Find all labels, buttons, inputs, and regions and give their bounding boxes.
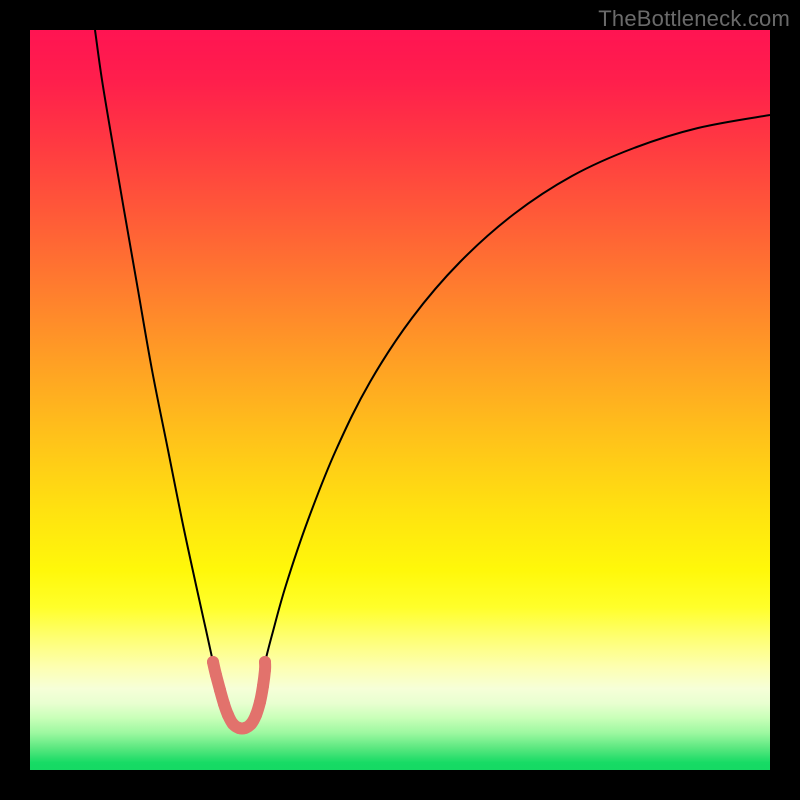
valley-dot (214, 684, 226, 696)
watermark-text: TheBottleneck.com (598, 6, 790, 32)
valley-dot (207, 656, 219, 668)
chart-frame: TheBottleneck.com (0, 0, 800, 800)
curve-left-branch (95, 30, 213, 662)
valley-dot (210, 669, 222, 681)
valley-dot (254, 696, 266, 708)
valley-dot (257, 680, 269, 692)
curve-layer (30, 30, 770, 770)
curve-right-branch (265, 115, 770, 662)
valley-dot (250, 709, 262, 721)
valley-dot (259, 656, 271, 668)
valley-dot (218, 698, 230, 710)
plot-area (30, 30, 770, 770)
